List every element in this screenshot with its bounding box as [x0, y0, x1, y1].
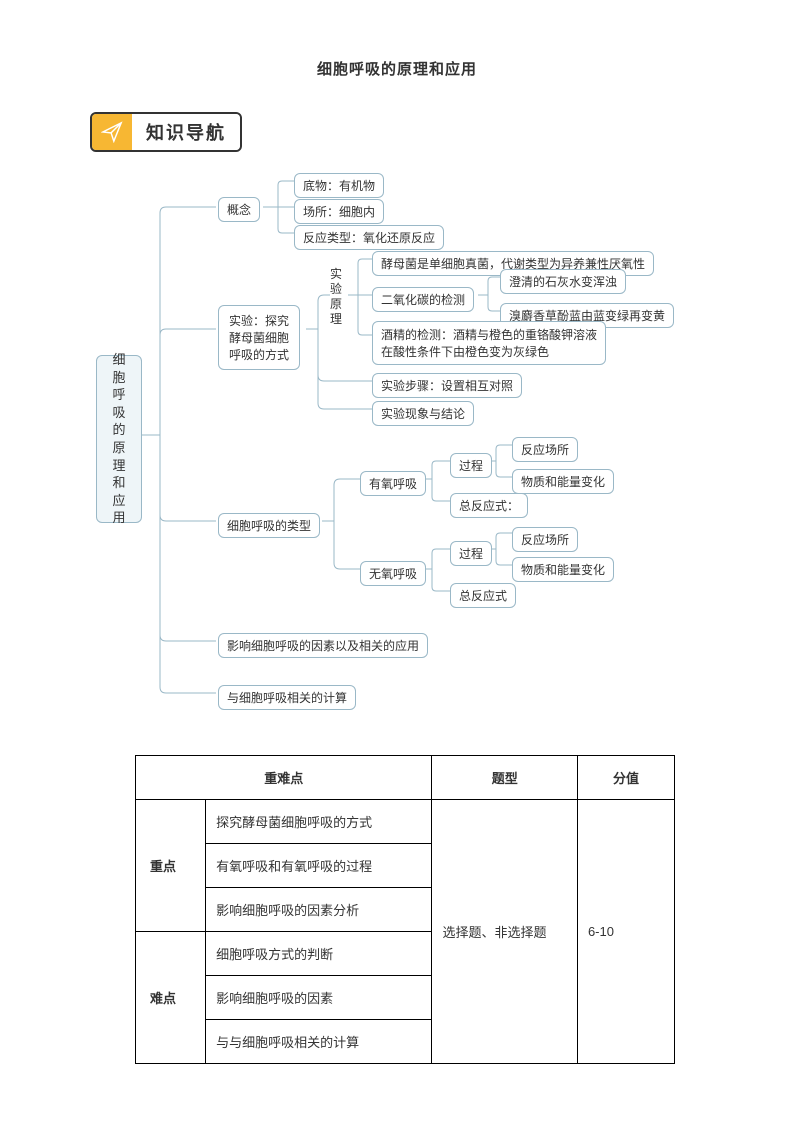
th-topic: 重难点	[136, 756, 432, 800]
node-experiment: 实验：探究 酵母菌细胞 呼吸的方式	[218, 305, 300, 370]
cell-dp2: 影响细胞呼吸的因素	[206, 976, 432, 1020]
node-calc: 与细胞呼吸相关的计算	[218, 685, 356, 710]
p3-l1: 酒精的检测：酒精与橙色的重铬酸钾溶液	[381, 326, 597, 343]
cell-key-label: 重点	[136, 800, 206, 932]
node-types: 细胞呼吸的类型	[218, 513, 320, 538]
cell-dp3: 与与细胞呼吸相关的计算	[206, 1020, 432, 1064]
cell-dp1: 细胞呼吸方式的判断	[206, 932, 432, 976]
page-title: 细胞呼吸的原理和应用	[0, 0, 794, 79]
node-ana-eq: 总反应式	[450, 583, 516, 608]
cell-diff-label: 难点	[136, 932, 206, 1064]
cell-qtype: 选择题、非选择题	[432, 800, 578, 1064]
summary-table: 重难点 题型 分值 重点 探究酵母菌细胞呼吸的方式 选择题、非选择题 6-10 …	[135, 755, 675, 1064]
node-concept: 概念	[218, 197, 260, 222]
node-p3: 酒精的检测：酒精与橙色的重铬酸钾溶液 在酸性条件下由橙色变为灰绿色	[372, 321, 606, 365]
node-steps: 实验步骤：设置相互对照	[372, 373, 522, 398]
node-aero-process: 过程	[450, 453, 492, 478]
node-concept-3: 反应类型：氧化还原反应	[294, 225, 444, 250]
node-ana-process: 过程	[450, 541, 492, 566]
exp-l1: 实验：探究	[229, 312, 289, 329]
node-aero-change: 物质和能量变化	[512, 469, 614, 494]
exp-l3: 呼吸的方式	[229, 346, 289, 363]
node-aero-place: 反应场所	[512, 437, 578, 462]
th-score: 分值	[577, 756, 674, 800]
node-p2a: 澄清的石灰水变浑浊	[500, 269, 626, 294]
summary-table-wrap: 重难点 题型 分值 重点 探究酵母菌细胞呼吸的方式 选择题、非选择题 6-10 …	[135, 755, 675, 1064]
principle-label: 实验原理	[330, 267, 346, 327]
paper-plane-icon	[92, 114, 132, 150]
cell-score: 6-10	[577, 800, 674, 1064]
table-row: 重点 探究酵母菌细胞呼吸的方式 选择题、非选择题 6-10	[136, 800, 675, 844]
node-conclusion: 实验现象与结论	[372, 401, 474, 426]
node-aero-eq: 总反应式：	[450, 493, 528, 518]
cell-kp1: 探究酵母菌细胞呼吸的方式	[206, 800, 432, 844]
mindmap-diagram: 细胞呼吸的原理和应用 概念 底物：有机物 场所：细胞内 反应类型：氧化还原反应 …	[90, 175, 710, 715]
badge-text: 知识导航	[132, 114, 240, 150]
knowledge-badge: 知识导航	[90, 112, 242, 152]
node-aerobic: 有氧呼吸	[360, 471, 426, 496]
node-concept-1: 底物：有机物	[294, 173, 384, 198]
p3-l2: 在酸性条件下由橙色变为灰绿色	[381, 343, 597, 360]
cell-kp3: 影响细胞呼吸的因素分析	[206, 888, 432, 932]
node-anaerobic: 无氧呼吸	[360, 561, 426, 586]
node-concept-2: 场所：细胞内	[294, 199, 384, 224]
node-ana-change: 物质和能量变化	[512, 557, 614, 582]
node-p2: 二氧化碳的检测	[372, 287, 474, 312]
root-node: 细胞呼吸的原理和应用	[96, 355, 142, 523]
th-qtype: 题型	[432, 756, 578, 800]
node-ana-place: 反应场所	[512, 527, 578, 552]
exp-l2: 酵母菌细胞	[229, 329, 289, 346]
cell-kp2: 有氧呼吸和有氧呼吸的过程	[206, 844, 432, 888]
node-factors: 影响细胞呼吸的因素以及相关的应用	[218, 633, 428, 658]
table-header-row: 重难点 题型 分值	[136, 756, 675, 800]
